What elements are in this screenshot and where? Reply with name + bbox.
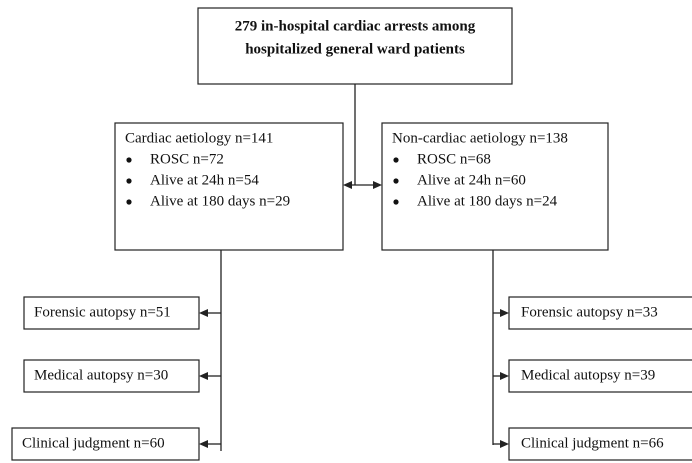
outcome-label: Forensic autopsy n=33: [521, 304, 658, 320]
arrowhead: [500, 372, 509, 380]
outcome-box: [508, 427, 692, 461]
outcome-box: [508, 296, 692, 330]
root-line: 279 in-hospital cardiac arrests among: [235, 18, 476, 34]
outcome-box: [23, 359, 200, 393]
outcome-label: Forensic autopsy n=51: [34, 304, 171, 320]
outcome-box: [23, 296, 200, 330]
root-box: [197, 7, 513, 85]
outcome-label: Clinical judgment n=60: [22, 435, 165, 451]
arrowhead: [500, 440, 509, 448]
bullet: [126, 199, 132, 205]
bullet: [393, 178, 399, 184]
bullet: [393, 157, 399, 163]
outcome-label: Medical autopsy n=39: [521, 367, 655, 383]
outcome-label: Clinical judgment n=66: [521, 435, 664, 451]
branch-box: [114, 122, 344, 251]
branch-title: Non-cardiac aetiology n=138: [392, 130, 568, 146]
bullet: [126, 178, 132, 184]
branch-item: Alive at 24h n=54: [150, 172, 259, 188]
branch-item: Alive at 24h n=60: [417, 172, 526, 188]
arrowhead: [500, 309, 509, 317]
branch-box: [381, 122, 609, 251]
arrowhead: [199, 440, 208, 448]
bullet: [393, 199, 399, 205]
arrowhead: [343, 181, 352, 189]
branch-title: Cardiac aetiology n=141: [125, 130, 273, 146]
outcome-box: [11, 427, 200, 461]
branch-item: Alive at 180 days n=29: [150, 193, 290, 209]
root-line: hospitalized general ward patients: [245, 41, 465, 57]
outcome-label: Medical autopsy n=30: [34, 367, 168, 383]
arrowhead: [373, 181, 382, 189]
bullet: [126, 157, 132, 163]
arrowhead: [199, 309, 208, 317]
branch-item: Alive at 180 days n=24: [417, 193, 558, 209]
arrowhead: [199, 372, 208, 380]
branch-item: ROSC n=72: [150, 151, 224, 167]
branch-item: ROSC n=68: [417, 151, 491, 167]
